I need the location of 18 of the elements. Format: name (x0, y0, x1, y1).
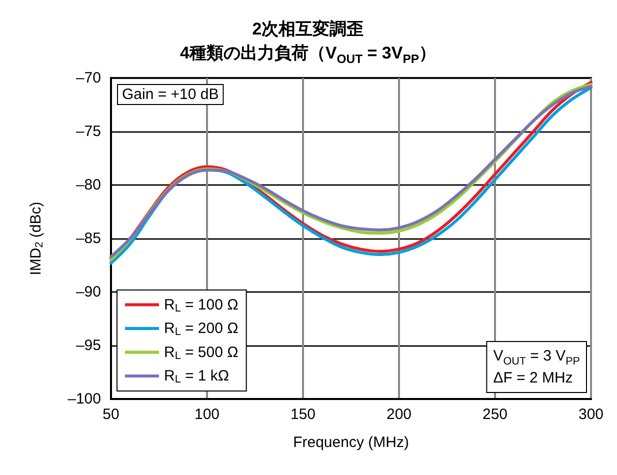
annotation: Gain = +10 dB (122, 86, 219, 103)
x-tick-label: 200 (386, 406, 412, 423)
y-tick-label: –80 (76, 176, 101, 194)
annotation: ΔF = 2 MHz (493, 370, 573, 386)
y-tick-label: –70 (76, 70, 101, 86)
x-tick-label: 150 (290, 406, 316, 423)
y-tick-label: –85 (76, 230, 101, 247)
x-tick-label: 50 (102, 406, 120, 423)
x-tick-label: 100 (194, 406, 220, 423)
y-axis-title: IMD2 (dBc) (28, 202, 46, 276)
y-tick-label: –100 (68, 390, 101, 408)
x-tick-label: 250 (482, 406, 508, 423)
chart-title: 2次相互変調歪 (252, 20, 364, 38)
x-tick-label: 300 (578, 406, 604, 423)
y-tick-label: –75 (76, 123, 101, 140)
y-tick-label: –95 (76, 337, 101, 354)
x-axis-title: Frequency (MHz) (293, 434, 409, 451)
y-tick-label: –90 (76, 284, 101, 300)
